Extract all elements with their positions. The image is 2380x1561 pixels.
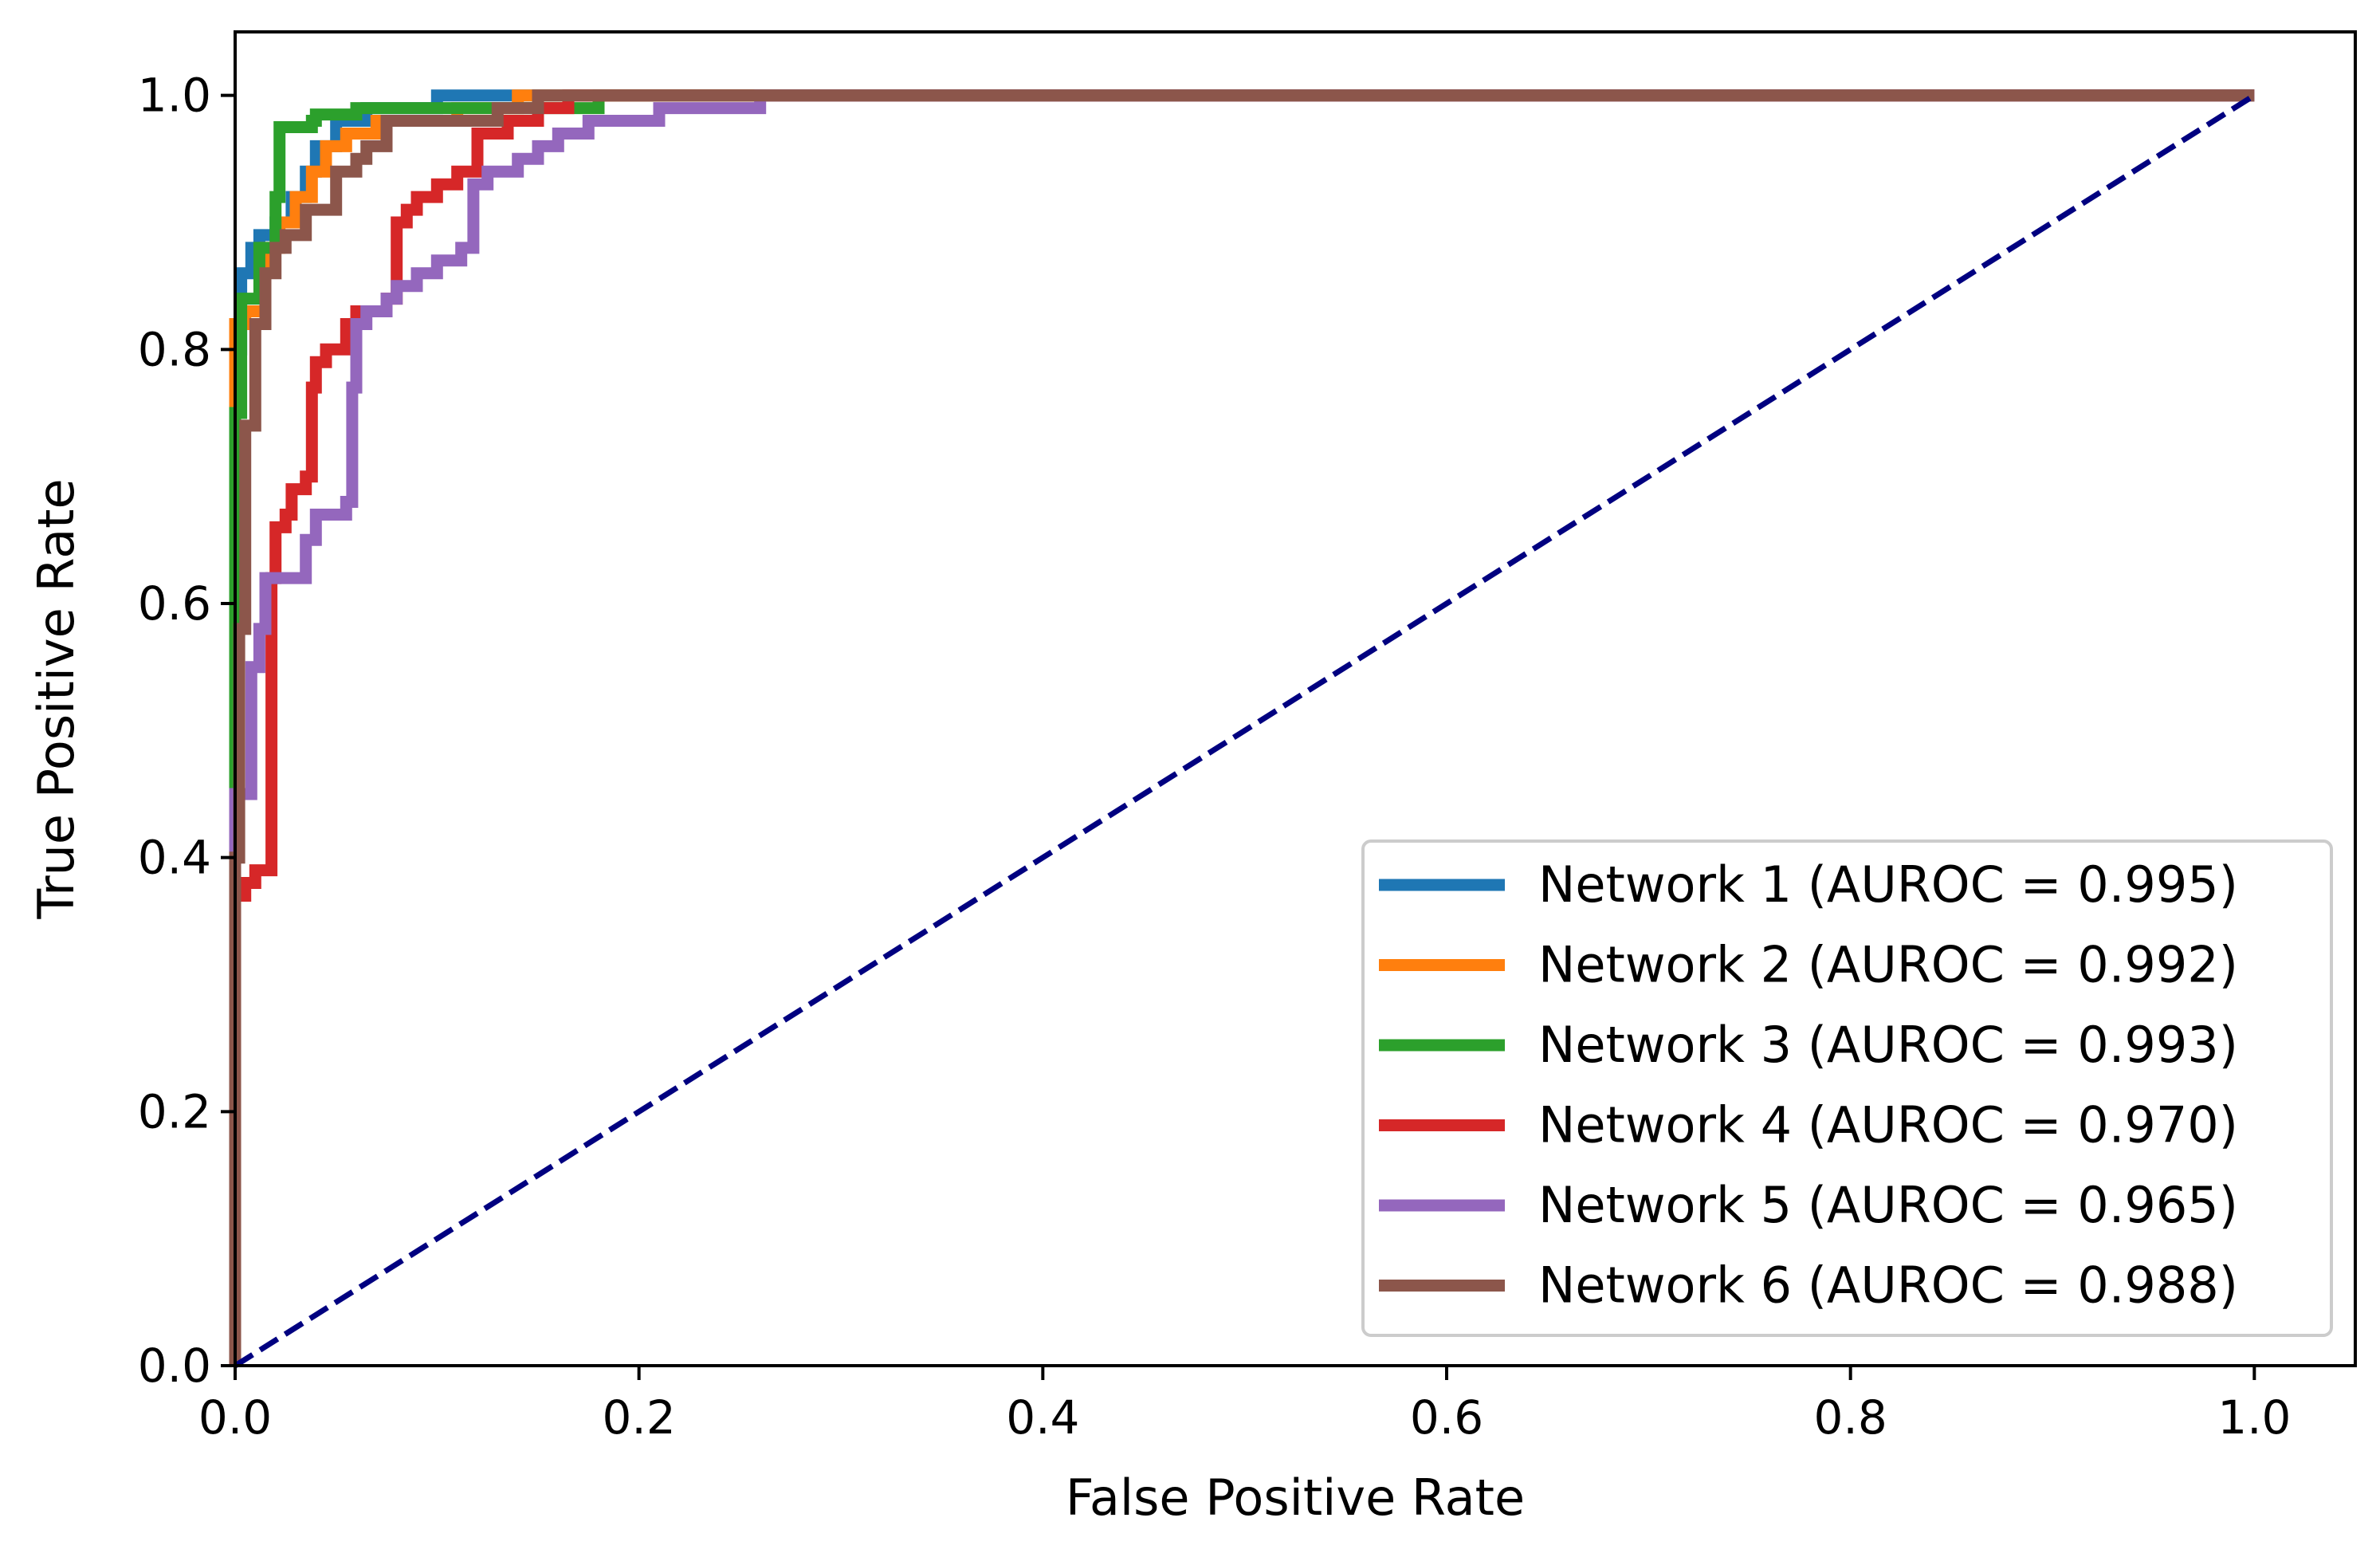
plot-frame <box>234 30 2357 1367</box>
legend-label-network-3: Network 3 (AUROC = 0.993) <box>1538 1016 2238 1074</box>
x-tick-label: 0.2 <box>603 1390 676 1445</box>
legend: Network 1 (AUROC = 0.995) Network 2 (AURO… <box>1361 839 2333 1337</box>
x-axis-ticks: 0.0 0.2 0.4 0.6 0.8 1.0 <box>198 1366 2291 1445</box>
series-line-network-5 <box>229 89 2255 1366</box>
x-tick-label: 1.0 <box>2217 1390 2291 1445</box>
x-axis-label: False Positive Rate <box>1066 1469 1525 1527</box>
series-layer <box>229 89 2255 1366</box>
legend-label-network-6: Network 6 (AUROC = 0.988) <box>1538 1256 2238 1315</box>
x-tick-label: 0.4 <box>1006 1390 1079 1445</box>
chance-reference-line <box>234 92 2256 1368</box>
series-line-network-6 <box>229 89 2255 1366</box>
y-axis-label: True Positive Rate <box>27 478 85 919</box>
legend-box <box>1361 839 2333 1337</box>
legend-label-network-2: Network 2 (AUROC = 0.992) <box>1538 936 2238 994</box>
x-tick-label: 0.6 <box>1410 1390 1483 1445</box>
legend-label-network-4: Network 4 (AUROC = 0.970) <box>1538 1096 2238 1154</box>
y-axis-ticks: 0.0 0.2 0.4 0.6 0.8 1.0 <box>138 69 235 1393</box>
y-tick-label: 1.0 <box>138 69 211 123</box>
series-line-network-3 <box>229 89 2255 1366</box>
y-tick-label: 0.4 <box>138 831 211 885</box>
x-tick-label: 0.8 <box>1814 1390 1887 1445</box>
legend-label-network-5: Network 5 (AUROC = 0.965) <box>1538 1176 2238 1234</box>
y-tick-label: 0.2 <box>138 1084 211 1138</box>
legend-label-network-1: Network 1 (AUROC = 0.995) <box>1538 855 2238 914</box>
x-tick-label: 0.0 <box>198 1390 272 1445</box>
y-tick-label: 0.6 <box>138 576 211 631</box>
y-tick-label: 0.8 <box>138 322 211 376</box>
reference-layer <box>234 92 2256 1368</box>
y-tick-label: 0.0 <box>138 1339 211 1393</box>
